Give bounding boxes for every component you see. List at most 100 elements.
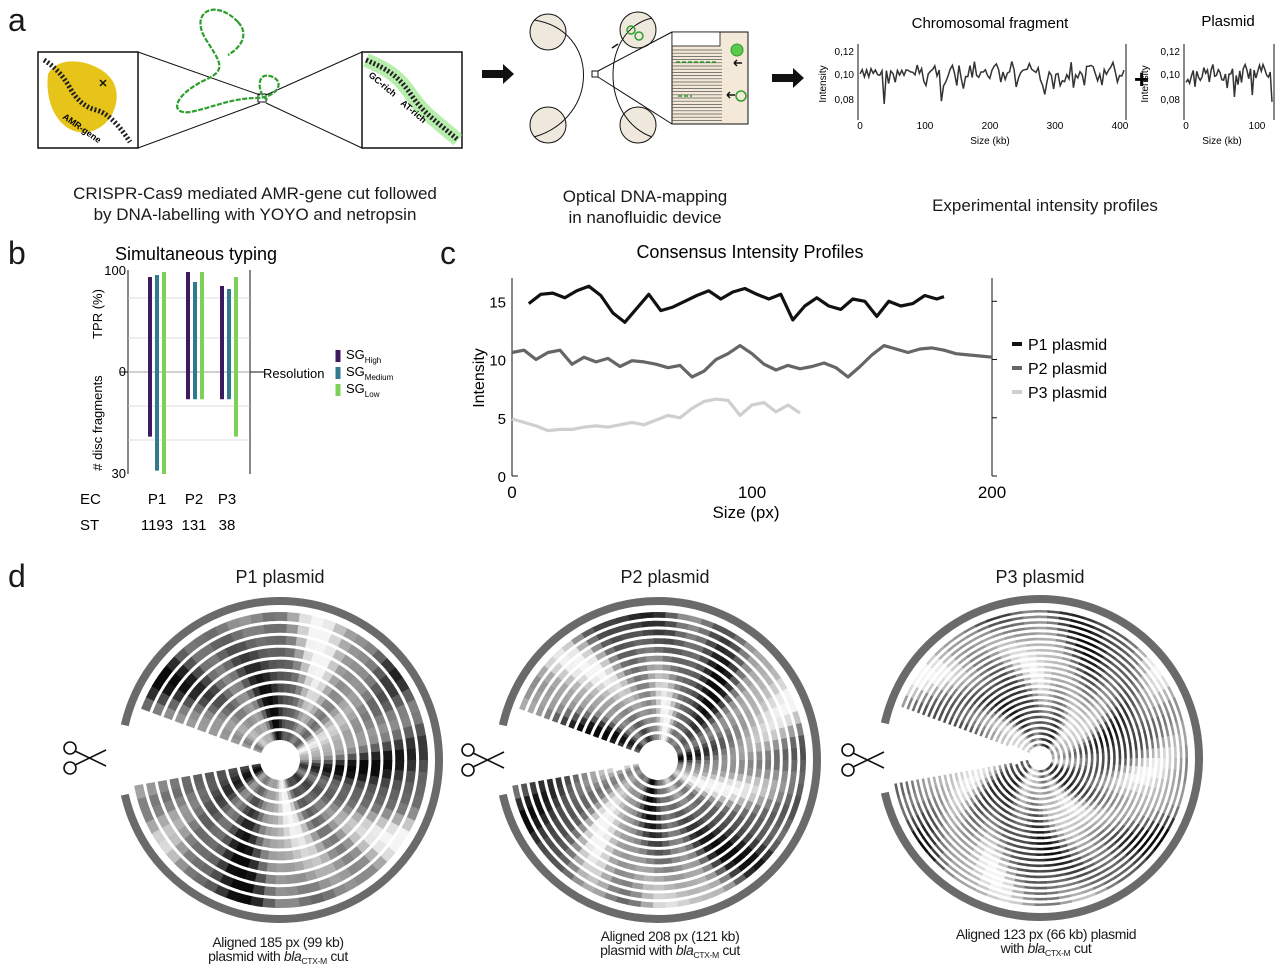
consensus-ytick: 0 (498, 469, 506, 486)
arrow-right-icon (482, 64, 514, 84)
category-label: P3 (218, 491, 236, 508)
disc-caption-p1: Aligned 185 px (99 kb) plasmid with blaC… (148, 935, 408, 968)
scissors-icon (461, 743, 505, 777)
chromosomal-ytick: 0,12 (835, 47, 855, 58)
caption-line: Optical DNA-mapping (562, 187, 728, 206)
tpr-tick-100: 100 (104, 263, 126, 278)
disc-caption-line: Aligned 208 px (121 kb) (600, 928, 740, 944)
legend-label-low: SGLow (346, 381, 380, 399)
disc-caption-p3: Aligned 123 px (66 kb) plasmid with blaC… (916, 927, 1176, 960)
consensus-series-line (527, 284, 945, 324)
legend-label-medium: SGMedium (346, 364, 394, 382)
category-label: P2 (185, 491, 203, 508)
chromosomal-xtick: 200 (982, 121, 999, 132)
arrow-right-icon (772, 68, 804, 88)
plasmid-profile-line (1185, 62, 1273, 102)
nanofluidic-device (529, 11, 749, 144)
panel-letter-b: b (8, 235, 26, 271)
consensus-xtick: 0 (507, 483, 516, 502)
caption-intensity: Experimental intensity profiles (932, 196, 1158, 215)
caption-crispr: CRISPR-Cas9 mediated AMR-gene cut follow… (20, 183, 490, 225)
disc-title-p3: P3 plasmid (995, 567, 1085, 587)
resolution-legend: SGHigh SGMedium SGLow (335, 347, 394, 399)
chromosomal-xtick: 400 (1112, 121, 1129, 132)
plasmid-ytick: 0,12 (1161, 47, 1181, 58)
chromosomal-xtick: 100 (917, 121, 934, 132)
panel-letter-d: d (8, 558, 26, 594)
dna-strand-left (42, 57, 133, 144)
chromosomal-ylabel: Intensity (818, 65, 829, 102)
disc-title-p2: P2 plasmid (620, 567, 710, 587)
scissors-icon (841, 743, 885, 777)
disc-label: # disc fragments (90, 375, 105, 471)
st-label: 131 (181, 517, 206, 534)
cut-mark (99, 79, 107, 87)
chromosomal-profile-chart: Chromosomal fragment Intensity 0,12 0,10… (818, 15, 1129, 147)
legend-label: P3 plasmid (1028, 385, 1107, 402)
consensus-ytick: 5 (498, 411, 506, 428)
cut-gap (494, 724, 508, 796)
st-label: 1193 (141, 517, 173, 534)
simultaneous-typing-chart: Simultaneous typing TPR (%) # disc fragm… (80, 244, 394, 534)
cut-gap (876, 722, 890, 794)
plasmid-xtick: 0 (1183, 121, 1189, 132)
caption-line: by DNA-labelling with YOYO and netropsin (93, 205, 417, 224)
legend-label-high: SGHigh (346, 347, 381, 365)
plasmid-ylabel: Intensity (1140, 65, 1151, 102)
disc-title-p1: P1 plasmid (235, 567, 325, 587)
caption-optical: Optical DNA-mapping in nanofluidic devic… (520, 186, 770, 228)
chromosomal-ytick: 0,08 (835, 95, 855, 106)
plasmid-ytick: 0,08 (1161, 95, 1181, 106)
consensus-ytick: 15 (489, 294, 506, 311)
disc-caption-line: plasmid with blaCTX-M cut (208, 948, 348, 967)
cut-gap (116, 724, 130, 796)
disc-caption-p2: Aligned 208 px (121 kb) plasmid with bla… (540, 929, 800, 962)
st-label: 38 (219, 517, 236, 534)
plasmid-ytick: 0,10 (1161, 70, 1181, 81)
disc-caption-line: with blaCTX-M cut (1000, 940, 1092, 959)
plasmid-title: Plasmid (1201, 13, 1254, 30)
tpr-label: TPR (%) (90, 289, 105, 339)
caption-line: CRISPR-Cas9 mediated AMR-gene cut follow… (73, 184, 437, 203)
chromosomal-xlabel: Size (kb) (970, 136, 1009, 147)
consensus-profiles-chart: Consensus Intensity Profiles Intensity S… (471, 242, 1107, 522)
st-row-label: ST (80, 517, 99, 534)
panel-letter-a: a (8, 2, 26, 38)
scissors-icon (63, 741, 107, 775)
consensus-xtick: 200 (978, 483, 1006, 502)
ec-row-label: EC (80, 491, 101, 508)
consensus-ytick: 10 (489, 353, 506, 370)
plasmid-profile-chart: Plasmid Intensity 0,12 0,10 0,08 0 100 S… (1140, 13, 1275, 147)
plasmid-xtick: 100 (1249, 121, 1266, 132)
plasmid-disc-p2 (494, 597, 821, 923)
consensus-xlabel: Size (px) (712, 503, 779, 522)
typing-title: Simultaneous typing (115, 244, 277, 264)
plasmid-disc-p3 (876, 595, 1203, 921)
caption-line: in nanofluidic device (568, 208, 722, 227)
plasmid-disc-p1 (116, 597, 443, 923)
disc-caption-line: Aligned 123 px (66 kb) plasmid (955, 926, 1137, 942)
consensus-series-line (511, 344, 993, 379)
chromosomal-xtick: 300 (1047, 121, 1064, 132)
panel-a-schematic: AMR-gene GC-rich AT-rich + (37, 8, 1149, 149)
consensus-series-line (511, 397, 801, 433)
panel-letter-c: c (440, 235, 456, 271)
disc-tick-30: 30 (112, 466, 126, 481)
category-label: P1 (148, 491, 166, 508)
plus-sign: + (1134, 64, 1149, 94)
chromosomal-xtick: 0 (857, 121, 863, 132)
consensus-xtick: 100 (738, 483, 766, 502)
chromosomal-title: Chromosomal fragment (912, 15, 1070, 32)
resolution-label: Resolution (263, 366, 324, 381)
disc-caption-line: plasmid with blaCTX-M cut (600, 942, 740, 961)
legend-label: P1 plasmid (1028, 337, 1107, 354)
circular-plasmid-maps (63, 595, 1203, 923)
chromosomal-profile-line (859, 60, 1125, 104)
consensus-ylabel: Intensity (471, 348, 488, 408)
dna-loop (176, 8, 280, 114)
tpr-tick-0: 0 (119, 364, 126, 379)
chromosomal-ytick: 0,10 (835, 70, 855, 81)
disc-caption-line: Aligned 185 px (99 kb) (212, 934, 344, 950)
plasmid-xlabel: Size (kb) (1202, 136, 1241, 147)
legend-label: P2 plasmid (1028, 361, 1107, 378)
